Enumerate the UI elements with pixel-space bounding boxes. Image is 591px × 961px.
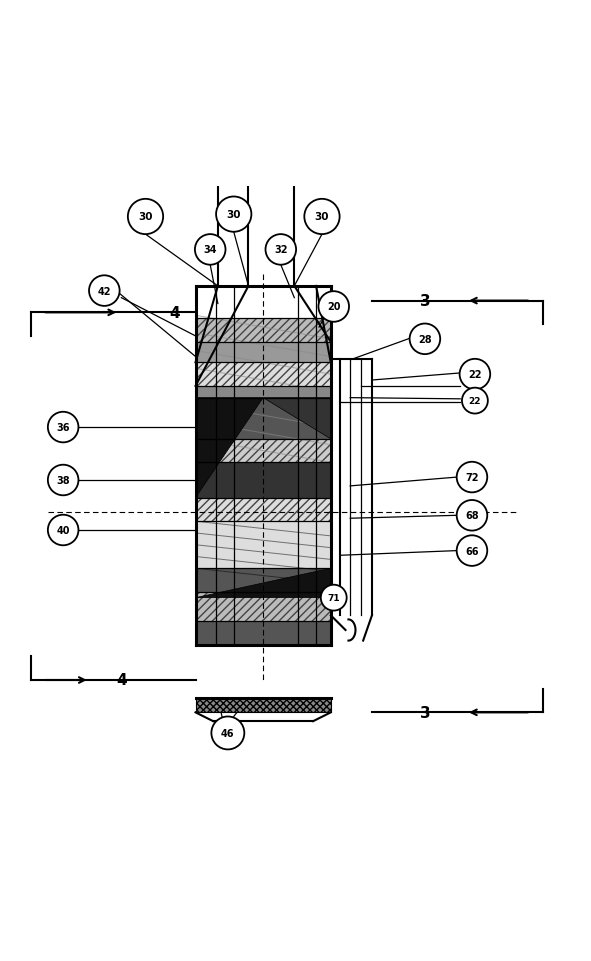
Text: 30: 30: [226, 209, 241, 220]
Circle shape: [457, 535, 487, 566]
Text: 34: 34: [203, 245, 217, 256]
Text: 66: 66: [465, 546, 479, 556]
Text: 3: 3: [420, 294, 431, 308]
Bar: [196, 463, 331, 498]
Text: 36: 36: [56, 423, 70, 432]
Circle shape: [457, 462, 487, 493]
Circle shape: [195, 234, 226, 265]
Text: 22: 22: [468, 370, 482, 380]
Polygon shape: [263, 398, 331, 439]
Bar: [196, 439, 331, 463]
Circle shape: [48, 412, 79, 443]
Bar: [196, 698, 331, 713]
Bar: [196, 398, 331, 439]
Text: 71: 71: [327, 594, 340, 603]
Bar: [196, 592, 331, 622]
Circle shape: [216, 197, 251, 233]
Text: 72: 72: [465, 473, 479, 482]
Text: 3: 3: [420, 705, 431, 720]
Text: 4: 4: [116, 673, 126, 688]
Bar: [196, 363, 331, 386]
Text: 42: 42: [98, 286, 111, 296]
Circle shape: [410, 324, 440, 355]
Bar: [196, 622, 331, 645]
Circle shape: [48, 465, 79, 496]
Text: 4: 4: [169, 306, 180, 321]
Circle shape: [212, 717, 244, 750]
Circle shape: [48, 515, 79, 546]
Circle shape: [457, 501, 487, 531]
Text: 46: 46: [221, 728, 235, 738]
Text: 40: 40: [56, 526, 70, 535]
Circle shape: [321, 585, 347, 611]
Circle shape: [89, 276, 119, 307]
Bar: [196, 363, 331, 386]
Text: 30: 30: [138, 212, 152, 222]
Bar: [196, 498, 331, 522]
Text: 30: 30: [315, 212, 329, 222]
Circle shape: [265, 234, 296, 265]
Text: 38: 38: [56, 476, 70, 485]
Bar: [196, 342, 331, 363]
Bar: [196, 439, 331, 463]
Circle shape: [460, 359, 490, 390]
Circle shape: [319, 292, 349, 323]
Bar: [196, 498, 331, 522]
Bar: [196, 319, 331, 342]
Bar: [196, 386, 331, 398]
Text: 28: 28: [418, 334, 431, 344]
Polygon shape: [196, 398, 263, 498]
Text: 20: 20: [327, 302, 340, 312]
Bar: [196, 592, 331, 622]
Bar: [196, 569, 331, 592]
Bar: [196, 319, 331, 342]
Circle shape: [304, 200, 340, 234]
Bar: [196, 522, 331, 569]
Text: 32: 32: [274, 245, 288, 256]
Text: 22: 22: [469, 397, 481, 406]
Text: 68: 68: [465, 510, 479, 521]
Circle shape: [128, 200, 163, 234]
Polygon shape: [196, 569, 331, 598]
Bar: [196, 698, 331, 713]
Circle shape: [462, 388, 488, 414]
